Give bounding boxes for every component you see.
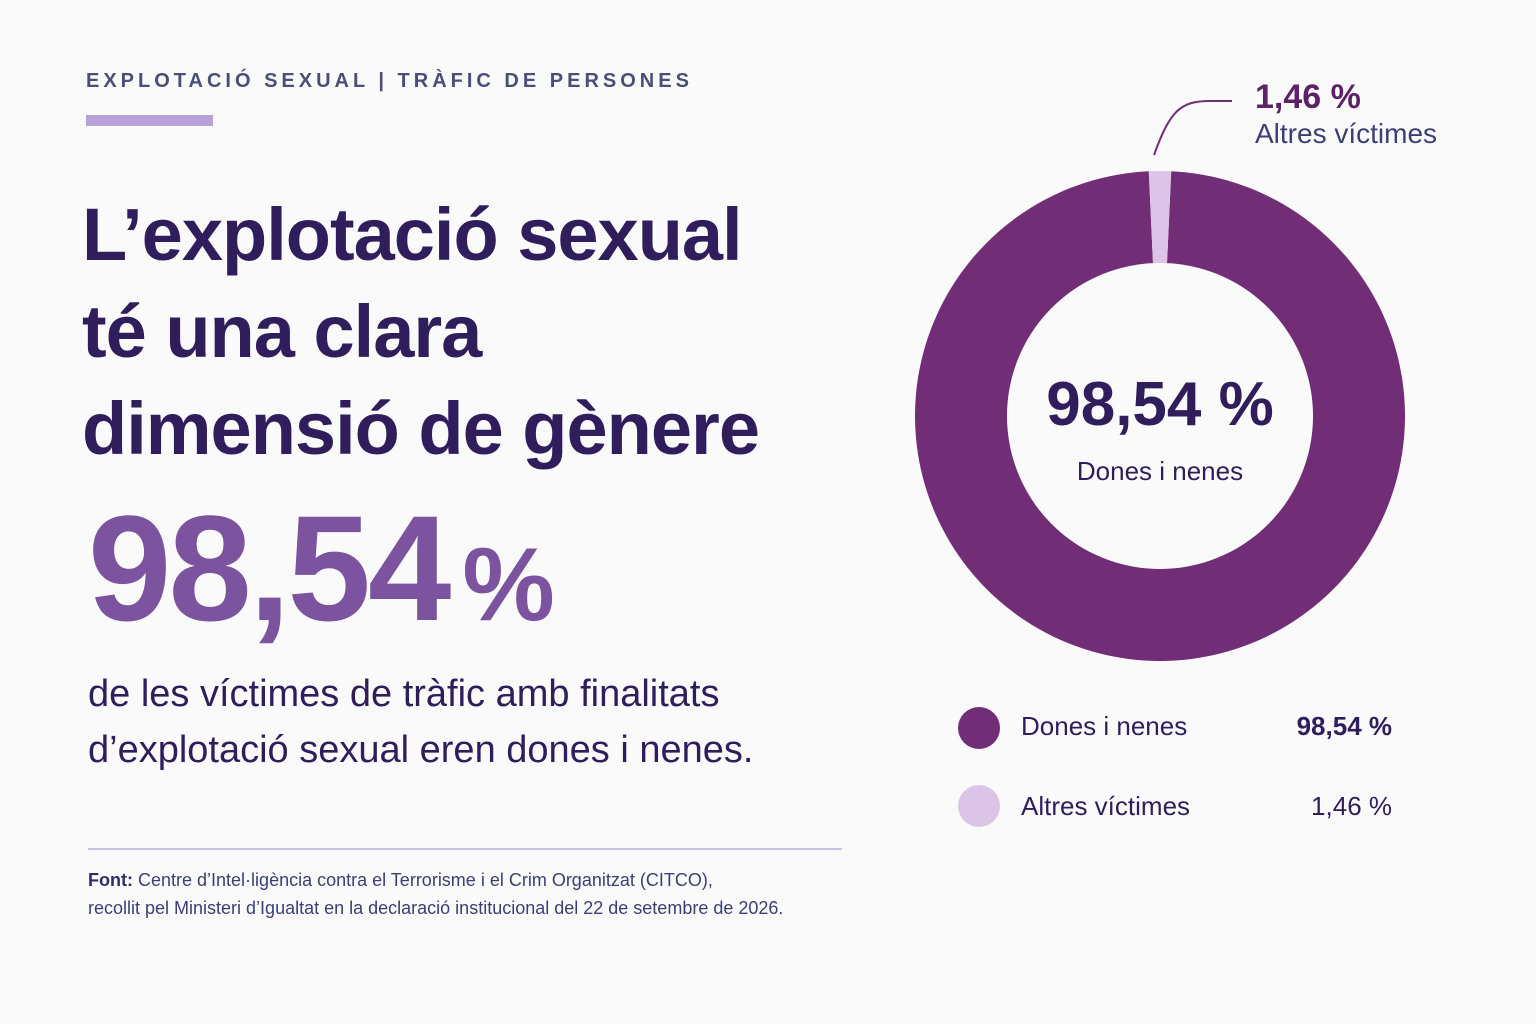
- description-line-1: de les víctimes de tràfic amb finalitats: [88, 673, 720, 715]
- big-stat-percent-sign: %: [462, 527, 555, 643]
- callout-dot: [1140, 175, 1148, 183]
- legend-swatch-dones-i-nenes: [958, 707, 1000, 749]
- callout-label: Altres víctimes: [1255, 118, 1437, 149]
- donut-segment-altres-victimes: [1148, 171, 1172, 264]
- headline: L’explotació sexual té una clara dimensi…: [82, 186, 902, 477]
- big-stat: 98,54%: [88, 482, 555, 655]
- legend-label-dones-i-nenes: Dones i nenes: [1021, 711, 1188, 741]
- big-stat-number: 98,54: [88, 484, 451, 652]
- stat-description: de les víctimes de tràfic amb finalitats…: [88, 666, 908, 778]
- legend-swatch-altres-victimes: [958, 785, 1000, 827]
- source-line-1: Centre d’Intel·ligència contra el Terror…: [138, 870, 713, 890]
- headline-line-2: té una clara: [82, 290, 482, 373]
- source-label: Font:: [88, 870, 133, 890]
- accent-bar: [86, 115, 213, 126]
- legend-label-altres-victimes: Altres víctimes: [1021, 791, 1191, 821]
- donut-center-value: 98,54 %: [1046, 370, 1274, 439]
- source-line-2: recollit pel Ministeri d’Igualtat en la …: [88, 898, 784, 918]
- headline-line-3: dimensió de gènere: [82, 387, 760, 470]
- source-divider: [88, 848, 842, 850]
- legend-value-altres-victimes: 1,46 %: [1311, 791, 1392, 821]
- source-note: Font: Centre d’Intel·ligència contra el …: [88, 866, 888, 922]
- description-line-2: d’explotació sexual eren dones i nenes.: [88, 729, 754, 771]
- donut-segment-dones-i-nenes: [914, 171, 1405, 661]
- callout-leader-line: [1153, 100, 1232, 156]
- callout-value: 1,46 %: [1255, 78, 1361, 116]
- legend-value-dones-i-nenes: 98,54 %: [1296, 711, 1392, 741]
- headline-line-1: L’explotació sexual: [82, 193, 743, 276]
- section-kicker: EXPLOTACIÓ SEXUAL | TRÀFIC DE PERSONES: [86, 70, 693, 92]
- donut-center-label: Dones i nenes: [1077, 456, 1243, 486]
